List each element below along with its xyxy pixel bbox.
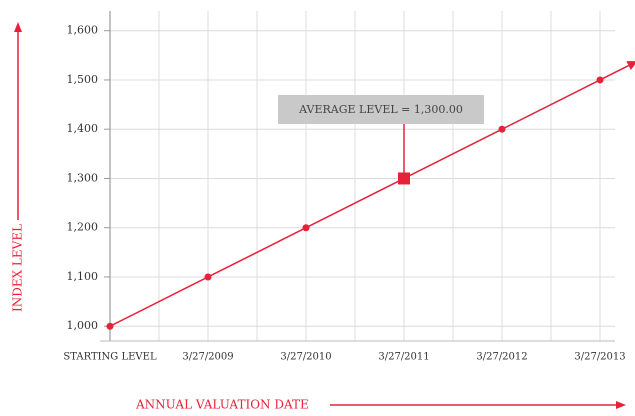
- y-tick-label: 1,500: [67, 73, 99, 86]
- annotation-box: [278, 95, 484, 124]
- y-tick-label: 1,400: [67, 122, 99, 135]
- data-point: [204, 273, 212, 281]
- y-axis-label: INDEX LEVEL: [11, 224, 25, 312]
- x-tick-label: 3/27/2013: [574, 352, 625, 363]
- y-tick-label: 1,200: [67, 221, 99, 234]
- data-line: [109, 79, 601, 327]
- x-tick-label: 3/27/2011: [378, 352, 429, 363]
- x-tick-label: STARTING LEVEL: [63, 352, 157, 363]
- y-tick-label: 1,000: [67, 319, 99, 332]
- x-axis-arrowhead: [616, 401, 626, 409]
- decor: [14, 22, 626, 409]
- x-tick-label: 3/27/2009: [182, 352, 233, 363]
- annotation-text: AVERAGE LEVEL = 1,300.00: [298, 103, 463, 116]
- data-point: [498, 125, 506, 133]
- x-axis-label: ANNUAL VALUATION DATE: [135, 398, 309, 412]
- highlight-marker: [398, 172, 410, 185]
- x-tick-label: 3/27/2012: [476, 352, 527, 363]
- data-point: [596, 76, 604, 84]
- data-point: [302, 224, 310, 232]
- y-tick-label: 1,100: [67, 270, 99, 283]
- line-arrowhead: [626, 61, 635, 71]
- data-point: [106, 322, 114, 330]
- y-axis-arrowhead: [14, 22, 22, 32]
- x-tick-label: 3/27/2010: [280, 352, 331, 363]
- y-tick-label: 1,300: [67, 171, 99, 184]
- line-extension: [599, 64, 629, 81]
- y-tick-label: 1,600: [67, 24, 99, 37]
